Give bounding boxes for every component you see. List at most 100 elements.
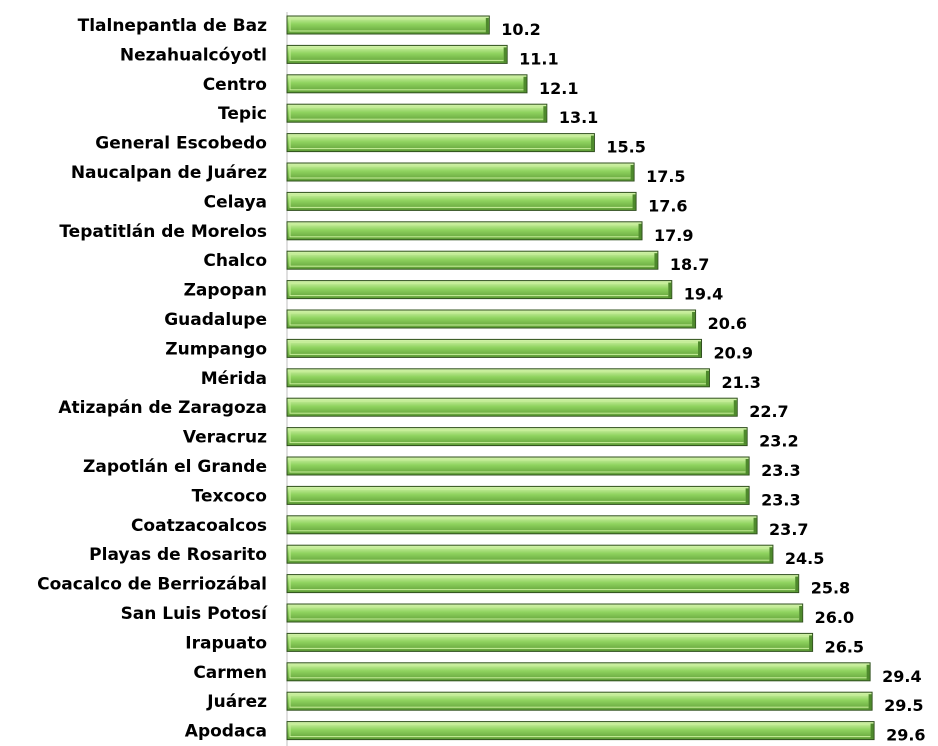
bar-row: San Luis Potosí 26.0 [121,603,854,627]
value-label: 23.2 [759,432,798,451]
bar-row: General Escobedo 15.5 [95,133,646,157]
bars-group: Tlalnepantla de Baz 10.2 Nezahualcóyotl 11.… [37,15,926,745]
bar [286,574,800,594]
bar [286,515,758,535]
bar [286,74,528,94]
value-label: 29.4 [882,667,921,686]
value-label: 18.7 [670,255,709,274]
bar [286,721,875,741]
value-label: 29.6 [886,726,925,745]
category-label: Tlalnepantla de Baz [78,16,267,36]
bar [286,250,659,270]
bar [286,485,750,505]
bar-row: Celaya 17.6 [204,191,688,215]
category-label: Guadalupe [164,310,267,330]
bar-row: Zapotlán el Grande 23.3 [83,456,801,480]
bar [286,15,490,35]
bar-row: Mérida 21.3 [201,368,761,392]
bar [286,221,643,241]
category-label: Centro [203,75,267,95]
category-label: Zumpango [165,339,267,359]
bar-row: Atizapán de Zaragoza 22.7 [58,397,789,421]
value-label: 17.5 [646,167,685,186]
bar-row: Tepic 13.1 [218,103,598,127]
bar-row: Centro 12.1 [203,74,578,98]
bar [286,632,814,652]
value-label: 17.6 [648,196,687,215]
bar [286,368,710,388]
value-label: 12.1 [539,79,578,98]
bar [286,691,873,711]
bar-row: Carmen 29.4 [193,662,922,686]
category-label: Coacalco de Berriozábal [37,575,267,595]
bar-row: Juárez 29.5 [206,691,924,715]
category-label: Celaya [204,192,267,212]
bar-row: Tepatitlán de Morelos 17.9 [59,221,694,245]
bar [286,544,774,564]
category-label: Zapopan [184,281,267,301]
bar-row: Veracruz 23.2 [183,427,799,451]
value-label: 10.2 [501,20,540,39]
bar [286,103,548,123]
value-label: 17.9 [654,226,693,245]
category-label: Atizapán de Zaragoza [58,398,267,418]
bar-row: Nezahualcóyotl 11.1 [120,44,559,68]
bar-row: Apodaca 29.6 [185,721,926,745]
value-label: 13.1 [559,108,598,127]
bar [286,603,804,623]
bar [286,309,697,329]
bar [286,280,673,300]
category-label: Nezahualcóyotl [120,45,267,65]
category-label: Carmen [193,663,267,683]
category-label: Veracruz [183,428,267,448]
bar [286,44,508,64]
bar-row: Playas de Rosarito 24.5 [89,544,824,568]
bar [286,133,595,153]
value-label: 11.1 [519,49,558,68]
value-label: 22.7 [749,402,788,421]
bar-row: Zumpango 20.9 [165,338,753,362]
value-label: 24.5 [785,549,824,568]
value-label: 19.4 [684,285,723,304]
bar-row: Chalco 18.7 [203,250,709,274]
bar-row: Coatzacoalcos 23.7 [131,515,809,539]
bar [286,662,871,682]
bar [286,191,637,211]
category-label: General Escobedo [95,134,267,154]
value-label: 29.5 [884,696,923,715]
value-label: 26.5 [825,637,864,656]
category-label: Playas de Rosarito [89,545,267,565]
bar [286,427,748,447]
bar [286,162,635,182]
bar-row: Coacalco de Berriozábal 25.8 [37,574,850,598]
value-label: 20.6 [708,314,747,333]
value-label: 23.3 [761,461,800,480]
category-label: Apodaca [185,722,267,742]
value-label: 21.3 [721,373,760,392]
bar-row: Guadalupe 20.6 [164,309,747,333]
bar [286,456,750,476]
category-label: Tepic [218,104,267,124]
value-label: 23.3 [761,490,800,509]
category-label: Zapotlán el Grande [83,457,267,477]
value-label: 23.7 [769,520,808,539]
bar-row: Tlalnepantla de Baz 10.2 [78,15,541,39]
bar [286,397,738,417]
category-label: Tepatitlán de Morelos [59,222,267,242]
category-label: Mérida [201,369,267,389]
category-label: Coatzacoalcos [131,516,267,536]
category-label: San Luis Potosí [121,604,269,624]
category-label: Irapuato [185,633,267,653]
bar [286,338,703,358]
bar-row: Naucalpan de Juárez 17.5 [71,162,686,186]
value-label: 26.0 [815,608,854,627]
category-label: Texcoco [192,486,267,506]
value-label: 20.9 [714,343,753,362]
value-label: 25.8 [811,579,850,598]
bar-row: Zapopan 19.4 [184,280,723,304]
category-label: Chalco [203,251,267,271]
bar-row: Irapuato 26.5 [185,632,864,656]
category-label: Juárez [206,692,267,712]
category-label: Naucalpan de Juárez [71,163,267,183]
